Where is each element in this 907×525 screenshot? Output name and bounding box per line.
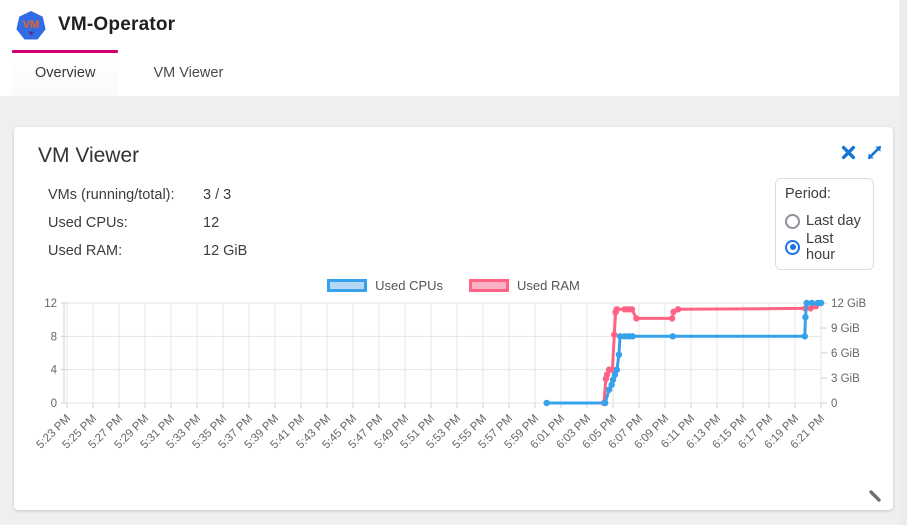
svg-text:9 GiB: 9 GiB <box>831 323 860 335</box>
radio-circle-icon <box>785 239 800 255</box>
chart-legend: Used CPUs Used RAM <box>14 278 893 293</box>
stat-row-vms: VMs (running/total): 3 / 3 <box>48 181 869 209</box>
tab-overview-label: Overview <box>35 65 96 81</box>
radio-last-day[interactable]: Last day <box>785 208 864 234</box>
legend-swatch-used-ram <box>469 279 510 292</box>
tab-overview[interactable]: Overview <box>12 50 119 96</box>
stat-label: Used RAM: <box>48 243 123 259</box>
page-title: VM-Operator <box>58 14 176 35</box>
app-header: VM VM-Operator <box>0 0 907 50</box>
tab-bar: Overview VM Viewer <box>0 50 907 96</box>
stat-value: 3 / 3 <box>203 187 232 203</box>
stat-label: Used CPUs: <box>48 215 128 231</box>
stat-row-cpus: Used CPUs: 12 <box>48 209 869 237</box>
stat-label: VMs (running/total): <box>48 187 175 203</box>
stat-value: 12 GiB <box>203 243 248 259</box>
svg-text:8: 8 <box>51 331 57 343</box>
legend-swatch-used-cpus <box>327 279 368 292</box>
card-title: VM Viewer <box>38 144 140 167</box>
vm-viewer-card: VM Viewer VMs (running/tot <box>14 127 893 510</box>
svg-text:0: 0 <box>831 398 837 410</box>
svg-text:6 GiB: 6 GiB <box>831 348 860 360</box>
tab-vm-viewer[interactable]: VM Viewer <box>130 50 246 96</box>
stat-row-ram: Used RAM: 12 GiB <box>48 237 869 265</box>
radio-last-day-label: Last day <box>806 213 861 229</box>
svg-text:12: 12 <box>44 298 57 310</box>
window-right-gutter <box>899 0 907 525</box>
legend-item-used-cpus[interactable]: Used CPUs <box>327 278 443 293</box>
svg-text:VM: VM <box>23 19 40 31</box>
radio-last-hour[interactable]: Last hour <box>785 231 864 263</box>
active-tab-indicator <box>12 50 119 53</box>
radio-last-hour-label: Last hour <box>806 231 836 263</box>
app-logo: VM <box>15 9 47 42</box>
svg-text:0: 0 <box>51 398 57 410</box>
tab-vm-viewer-label: VM Viewer <box>153 65 224 81</box>
legend-item-used-ram[interactable]: Used RAM <box>469 278 580 293</box>
period-box: Period: Last day Last hour <box>775 178 874 270</box>
close-icon[interactable] <box>838 142 858 162</box>
content-area: VM Viewer VMs (running/tot <box>0 96 907 525</box>
stats-block: VMs (running/total): 3 / 3 Used CPUs: 12… <box>14 168 893 265</box>
usage-line-chart: 5:23 PM 5:25 PM 5:27 PM 5:29 PM 5:31 PM 5:33 … <box>14 295 893 475</box>
radio-circle-icon <box>785 213 800 229</box>
svg-text:4: 4 <box>51 365 58 377</box>
expand-icon[interactable] <box>864 142 884 162</box>
stat-value: 12 <box>203 215 220 231</box>
svg-text:3 GiB: 3 GiB <box>831 373 860 385</box>
period-label: Period: <box>785 186 831 202</box>
legend-label-used-cpus: Used CPUs <box>375 278 444 293</box>
legend-label-used-ram: Used RAM <box>517 278 580 293</box>
resize-handle-icon[interactable] <box>867 488 883 504</box>
svg-text:12 GiB: 12 GiB <box>831 298 866 310</box>
card-actions <box>838 142 884 162</box>
